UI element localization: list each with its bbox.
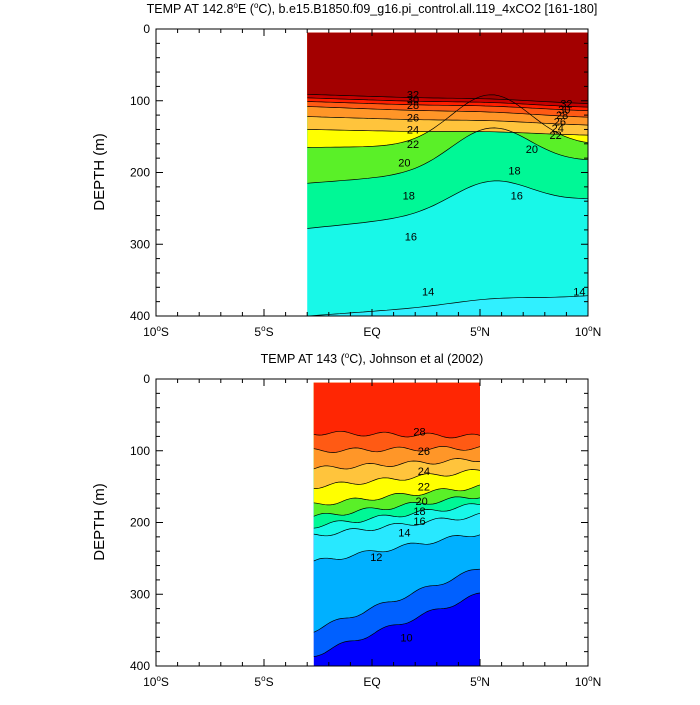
contour-label: 32 [560, 99, 572, 111]
x-tick-label: EQ [363, 675, 380, 689]
isotherm-24 [307, 116, 588, 126]
contour-label: 24 [418, 466, 430, 478]
y-tick-label: 200 [130, 516, 150, 530]
contour-label: 20 [526, 144, 538, 156]
contour-label: 24 [407, 124, 419, 136]
contour-label: 16 [511, 190, 523, 202]
x-tick-label: 5oS [254, 674, 273, 689]
contour-label: 14 [573, 287, 585, 299]
contour-label: 24 [552, 123, 564, 135]
contour-label: 14 [422, 287, 434, 299]
isotherm-22 [307, 129, 588, 136]
isotherm-26 [307, 106, 588, 118]
isotherm-26 [313, 446, 480, 453]
temperature-field [307, 32, 588, 317]
contour-label: 18 [413, 506, 425, 518]
y-tick-label: 300 [130, 237, 150, 251]
temperature-field [313, 382, 480, 666]
isotherm-28 [313, 430, 480, 439]
contour-label: 22 [549, 130, 561, 142]
contour-label: 28 [413, 426, 425, 438]
contour-label: 18 [403, 190, 415, 202]
isotherm-18 [307, 127, 588, 184]
x-tick-label: 10oS [143, 674, 169, 689]
y-tick-label: 100 [130, 94, 150, 108]
y-tick-label: 200 [130, 166, 150, 180]
model-panel: TEMP AT 142.8oE (oC), b.e15.B1850.f09_g1… [91, 1, 601, 339]
isotherm-20 [307, 94, 588, 148]
contour-label: 20 [416, 496, 428, 508]
x-tick-label: EQ [363, 325, 380, 339]
contour-label: 18 [508, 165, 520, 177]
contour-label: 12 [370, 552, 382, 564]
y-tick-label: 0 [143, 372, 150, 386]
x-tick-label: 5oN [470, 674, 490, 689]
contour-label: 28 [407, 100, 419, 112]
contour-label: 26 [418, 446, 430, 458]
y-tick-label: 0 [143, 22, 150, 36]
x-tick-label: 10oN [575, 324, 601, 339]
isotherm-22 [313, 469, 480, 489]
contour-label: 26 [407, 112, 419, 124]
model-plot-area: 3230282624222018161432302826242220181614… [130, 22, 601, 339]
isotherm-30 [307, 97, 588, 108]
contour-label: 16 [405, 231, 417, 243]
contour-label: 10 [400, 632, 412, 644]
contour-label: 22 [407, 139, 419, 151]
y-tick-label: 300 [130, 587, 150, 601]
temp-band-32 [307, 32, 588, 104]
isotherm-16 [313, 503, 480, 529]
isotherm-28 [307, 101, 588, 112]
contour-label: 26 [554, 117, 566, 129]
contour-label: 32 [407, 89, 419, 101]
x-tick-label: 10oN [575, 674, 601, 689]
isotherm-14 [313, 512, 480, 537]
contour-label: 28 [556, 110, 568, 122]
x-tick-label: 5oS [254, 324, 273, 339]
contour-label: 14 [398, 528, 410, 540]
contour-label: 30 [558, 104, 570, 116]
observed-panel: TEMP AT 143 (oC), Johnson et al (2002) D… [91, 351, 601, 689]
isotherm-24 [313, 458, 480, 470]
isotherm-18 [313, 496, 480, 517]
isotherm-32 [307, 93, 588, 104]
isotherm-9 [313, 592, 480, 657]
x-tick-label: 5oN [470, 324, 490, 339]
y-tick-label: 400 [130, 309, 150, 323]
model-panel-title: TEMP AT 142.8oE (oC), b.e15.B1850.f09_g1… [147, 1, 598, 16]
temp-band-28 [313, 382, 480, 438]
contour-label: 16 [413, 516, 425, 528]
contour-label: 22 [418, 482, 430, 494]
isotherm-14 [307, 295, 588, 317]
observed-y-axis-label: DEPTH (m) [91, 483, 108, 561]
x-tick-label: 10oS [143, 324, 169, 339]
isotherm-16 [307, 180, 588, 229]
y-tick-label: 400 [130, 659, 150, 673]
contour-label: 30 [407, 94, 419, 106]
isotherm-12 [313, 534, 480, 562]
isotherm-10 [313, 568, 480, 633]
isotherm-20 [313, 484, 480, 506]
model-y-axis-label: DEPTH (m) [91, 133, 108, 211]
contour-label: 20 [398, 157, 410, 169]
observed-panel-title: TEMP AT 143 (oC), Johnson et al (2002) [261, 351, 484, 366]
y-tick-label: 100 [130, 444, 150, 458]
